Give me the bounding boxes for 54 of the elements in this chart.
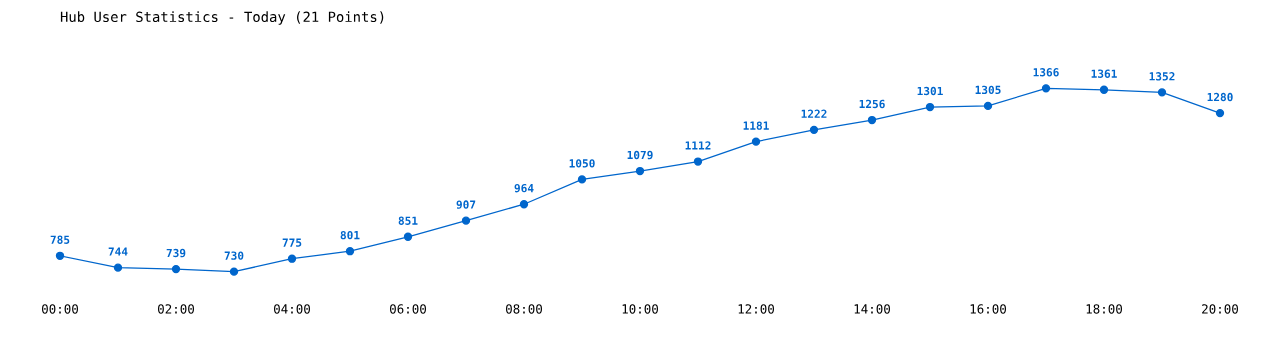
chart-title: Hub User Statistics - Today (21 Points) bbox=[60, 11, 384, 25]
x-tick-label: 10:00 bbox=[622, 304, 658, 314]
point bbox=[1099, 85, 1109, 94]
data-label: 1256 bbox=[859, 99, 885, 109]
point bbox=[577, 175, 587, 184]
data-label: 744 bbox=[108, 247, 128, 256]
point bbox=[809, 125, 819, 135]
data-label: 851 bbox=[398, 216, 418, 225]
point bbox=[1041, 84, 1051, 93]
x-tick-label: 08:00 bbox=[506, 304, 542, 314]
data-label: 1352 bbox=[1149, 72, 1175, 81]
point bbox=[635, 166, 645, 176]
data-label: 785 bbox=[50, 235, 70, 244]
point bbox=[1215, 108, 1225, 118]
point bbox=[925, 102, 935, 112]
x-tick-label: 00:00 bbox=[42, 304, 78, 314]
data-label: 1305 bbox=[975, 85, 1001, 95]
point bbox=[983, 101, 993, 111]
data-label: 730 bbox=[224, 251, 244, 260]
point bbox=[345, 247, 355, 256]
data-label: 964 bbox=[514, 183, 534, 193]
data-label: 1181 bbox=[743, 121, 769, 130]
data-label: 775 bbox=[282, 238, 302, 247]
data-label: 907 bbox=[456, 200, 476, 209]
data-label: 1050 bbox=[569, 159, 595, 168]
point bbox=[1157, 88, 1167, 97]
point bbox=[867, 115, 877, 125]
point bbox=[403, 232, 413, 241]
data-label: 739 bbox=[166, 248, 186, 258]
point bbox=[751, 137, 761, 146]
point bbox=[229, 267, 239, 276]
x-tick-label: 02:00 bbox=[158, 304, 194, 314]
point bbox=[693, 157, 703, 166]
data-label: 1222 bbox=[801, 109, 827, 118]
point bbox=[171, 264, 181, 274]
data-label: 1280 bbox=[1207, 92, 1233, 102]
data-label: 1366 bbox=[1033, 68, 1059, 77]
x-tick-label: 04:00 bbox=[274, 304, 310, 314]
x-tick-label: 18:00 bbox=[1086, 304, 1122, 314]
point bbox=[55, 251, 65, 260]
x-tick-label: 06:00 bbox=[390, 304, 426, 314]
point bbox=[461, 216, 471, 225]
x-tick-label: 16:00 bbox=[970, 304, 1006, 314]
x-tick-label: 14:00 bbox=[854, 304, 890, 314]
data-label: 1079 bbox=[627, 150, 653, 160]
data-label: 1301 bbox=[917, 86, 943, 96]
point bbox=[113, 263, 123, 272]
point bbox=[287, 254, 297, 263]
point bbox=[519, 200, 529, 209]
data-label: 801 bbox=[340, 230, 360, 240]
data-label: 1361 bbox=[1091, 69, 1117, 78]
data-label: 1112 bbox=[685, 141, 711, 150]
x-tick-label: 12:00 bbox=[738, 304, 774, 314]
x-tick-label: 20:00 bbox=[1202, 304, 1238, 314]
